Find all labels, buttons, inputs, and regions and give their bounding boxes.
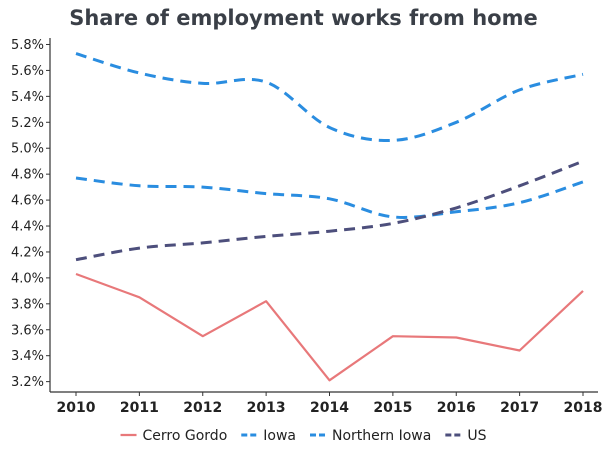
x-tick-label: 2012 xyxy=(183,400,222,416)
y-tick-label: 3.2% xyxy=(11,375,44,390)
x-tick-label: 2017 xyxy=(500,400,539,416)
chart-title: Share of employment works from home xyxy=(69,6,538,30)
series-line-cerro-gordo xyxy=(75,272,584,382)
legend-label-cerro-gordo: Cerro Gordo xyxy=(143,428,228,444)
y-tick-label: 5.2% xyxy=(11,116,44,131)
y-tick-label: 3.4% xyxy=(11,349,44,364)
series-line-us xyxy=(75,159,584,262)
axes xyxy=(49,38,598,393)
y-tick-label: 5.8% xyxy=(11,38,44,53)
y-tick-label: 4.0% xyxy=(11,271,44,286)
y-tick-label: 4.4% xyxy=(11,220,44,235)
x-axis-ticks: 2010 2011 2012 2013 2014 2015 2016 2017 2018 xyxy=(57,392,603,416)
x-tick-label: 2016 xyxy=(437,400,476,416)
series-lines xyxy=(75,52,584,382)
y-tick-label: 5.4% xyxy=(11,90,44,105)
series-line-iowa xyxy=(75,176,584,219)
x-tick-label: 2018 xyxy=(564,400,603,416)
y-tick-label: 3.6% xyxy=(11,323,44,338)
legend: Cerro Gordo Iowa Northern Iowa US xyxy=(120,428,487,444)
x-tick-label: 2010 xyxy=(57,400,96,416)
series-line-northern-iowa xyxy=(75,52,584,143)
x-tick-label: 2015 xyxy=(373,400,412,416)
y-tick-label: 4.6% xyxy=(11,194,44,209)
legend-label-northern-iowa: Northern Iowa xyxy=(332,428,431,444)
y-tick-label: 5.0% xyxy=(11,142,44,157)
legend-label-us: US xyxy=(467,428,486,444)
y-tick-label: 3.8% xyxy=(11,297,44,312)
y-tick-label: 5.6% xyxy=(11,64,44,79)
y-tick-label: 4.2% xyxy=(11,245,44,260)
y-tick-label: 4.8% xyxy=(11,168,44,183)
legend-label-iowa: Iowa xyxy=(263,428,296,444)
x-tick-label: 2014 xyxy=(310,400,349,416)
y-axis-ticks: 3.2% 3.4% 3.6% 3.8% 4.0% 4.2% 4.4% 4.6% 4.8% 5.0%… xyxy=(11,38,50,390)
x-tick-label: 2011 xyxy=(120,400,159,416)
x-tick-label: 2013 xyxy=(247,400,286,416)
